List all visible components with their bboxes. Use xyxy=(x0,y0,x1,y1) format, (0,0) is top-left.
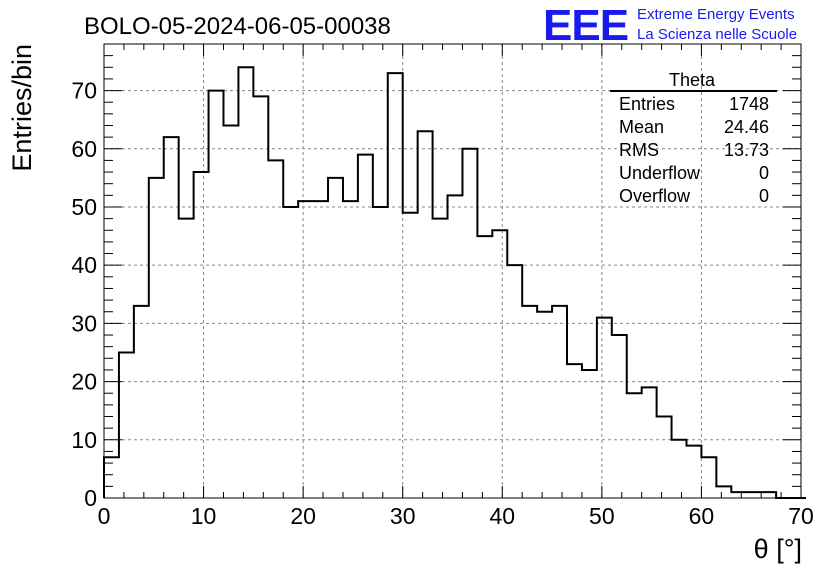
histogram-bin xyxy=(253,96,268,498)
y-tick-label: 60 xyxy=(71,136,97,162)
y-tick-label: 10 xyxy=(71,427,97,453)
histogram-bin xyxy=(642,387,657,498)
histogram-bin xyxy=(477,236,492,498)
eee-logo: EEE Extreme Energy Events La Scienza nel… xyxy=(543,1,797,50)
histogram-bin xyxy=(119,352,134,498)
histogram-bin xyxy=(209,91,224,498)
histogram-bin xyxy=(448,195,463,498)
histogram-bin xyxy=(418,131,433,498)
plot-frame xyxy=(103,43,802,499)
histogram-bin xyxy=(507,265,522,498)
y-tick-label: 40 xyxy=(71,252,97,278)
y-tick-labels: 0 10 20 30 40 50 60 70 xyxy=(71,78,97,511)
x-tick-label: 70 xyxy=(788,503,814,529)
histogram-bin xyxy=(597,318,612,498)
stats-row-value: 0 xyxy=(759,186,769,206)
histogram-bin xyxy=(492,230,507,498)
org-name-line1: Extreme Energy Events xyxy=(637,6,795,23)
histogram-bin xyxy=(373,207,388,498)
histogram-bin xyxy=(149,178,164,498)
histogram-bin xyxy=(686,446,701,498)
histogram-bin xyxy=(433,219,448,498)
y-tick-label: 20 xyxy=(71,369,97,395)
histogram-bin xyxy=(164,137,179,498)
x-tick-label: 40 xyxy=(489,503,515,529)
x-tick-label: 60 xyxy=(689,503,715,529)
histogram-bin xyxy=(403,213,418,498)
histogram-bin xyxy=(701,457,716,498)
histogram-step-line xyxy=(103,66,806,499)
stats-row-value: 0 xyxy=(759,163,769,183)
histogram-bin xyxy=(388,73,403,498)
histogram-bin xyxy=(716,486,731,498)
stats-row-label: Overflow xyxy=(619,186,691,206)
histogram-bin xyxy=(582,370,597,498)
axis-ticks xyxy=(103,43,802,499)
x-tick-label: 0 xyxy=(98,503,111,529)
histogram-bin xyxy=(343,201,358,498)
org-name-line2: La Scienza nelle Scuole xyxy=(637,26,797,43)
histogram-bin xyxy=(298,201,313,498)
y-tick-label: 30 xyxy=(71,310,97,336)
histogram-bin xyxy=(627,393,642,498)
x-tick-labels: 0 10 20 30 40 50 60 70 xyxy=(98,503,814,529)
stats-row-label: Entries xyxy=(619,94,675,114)
stats-row-label: Mean xyxy=(619,117,664,137)
stats-row-label: RMS xyxy=(619,140,659,160)
x-axis-label: θ [°] xyxy=(754,534,802,564)
histogram-bin xyxy=(612,335,627,498)
histogram-bin xyxy=(358,155,373,498)
eee-logo-text: EEE xyxy=(543,1,628,50)
histogram-bin xyxy=(657,417,672,498)
y-tick-label: 70 xyxy=(71,78,97,104)
y-tick-label: 50 xyxy=(71,194,97,220)
histogram-bin xyxy=(328,178,343,498)
histogram-bin xyxy=(522,306,537,498)
histogram-bin xyxy=(537,312,552,498)
stats-row-value: 13.73 xyxy=(724,140,769,160)
histogram-bin xyxy=(283,207,298,498)
histogram-bin xyxy=(179,219,194,498)
histogram-bin xyxy=(238,67,253,498)
x-tick-label: 10 xyxy=(191,503,217,529)
x-tick-label: 50 xyxy=(589,503,615,529)
histogram-bin xyxy=(194,172,209,498)
stats-box: Theta Entries 1748 Mean 24.46 RMS 13.73 Underf… xyxy=(610,70,777,206)
histogram-bin xyxy=(552,306,567,498)
y-axis-label: Entries/bin xyxy=(7,44,37,172)
histogram-bin xyxy=(223,125,238,498)
histogram-bins xyxy=(104,67,776,498)
y-tick-label: 0 xyxy=(84,485,97,511)
stats-row-value: 24.46 xyxy=(724,117,769,137)
histogram-bin xyxy=(134,306,149,498)
histogram-bin xyxy=(313,201,328,498)
chart-title: BOLO-05-2024-06-05-00038 xyxy=(84,13,391,40)
x-tick-label: 30 xyxy=(390,503,416,529)
histogram-bin xyxy=(567,364,582,498)
histogram-bin xyxy=(268,160,283,498)
stats-row-label: Underflow xyxy=(619,163,701,183)
stats-box-title: Theta xyxy=(669,70,716,90)
stats-rows: Entries 1748 Mean 24.46 RMS 13.73 Underflow 0 Ov… xyxy=(619,94,769,206)
histogram-bin xyxy=(462,149,477,498)
stats-row-value: 1748 xyxy=(729,94,769,114)
histogram-bin xyxy=(672,440,687,498)
x-tick-label: 20 xyxy=(290,503,316,529)
